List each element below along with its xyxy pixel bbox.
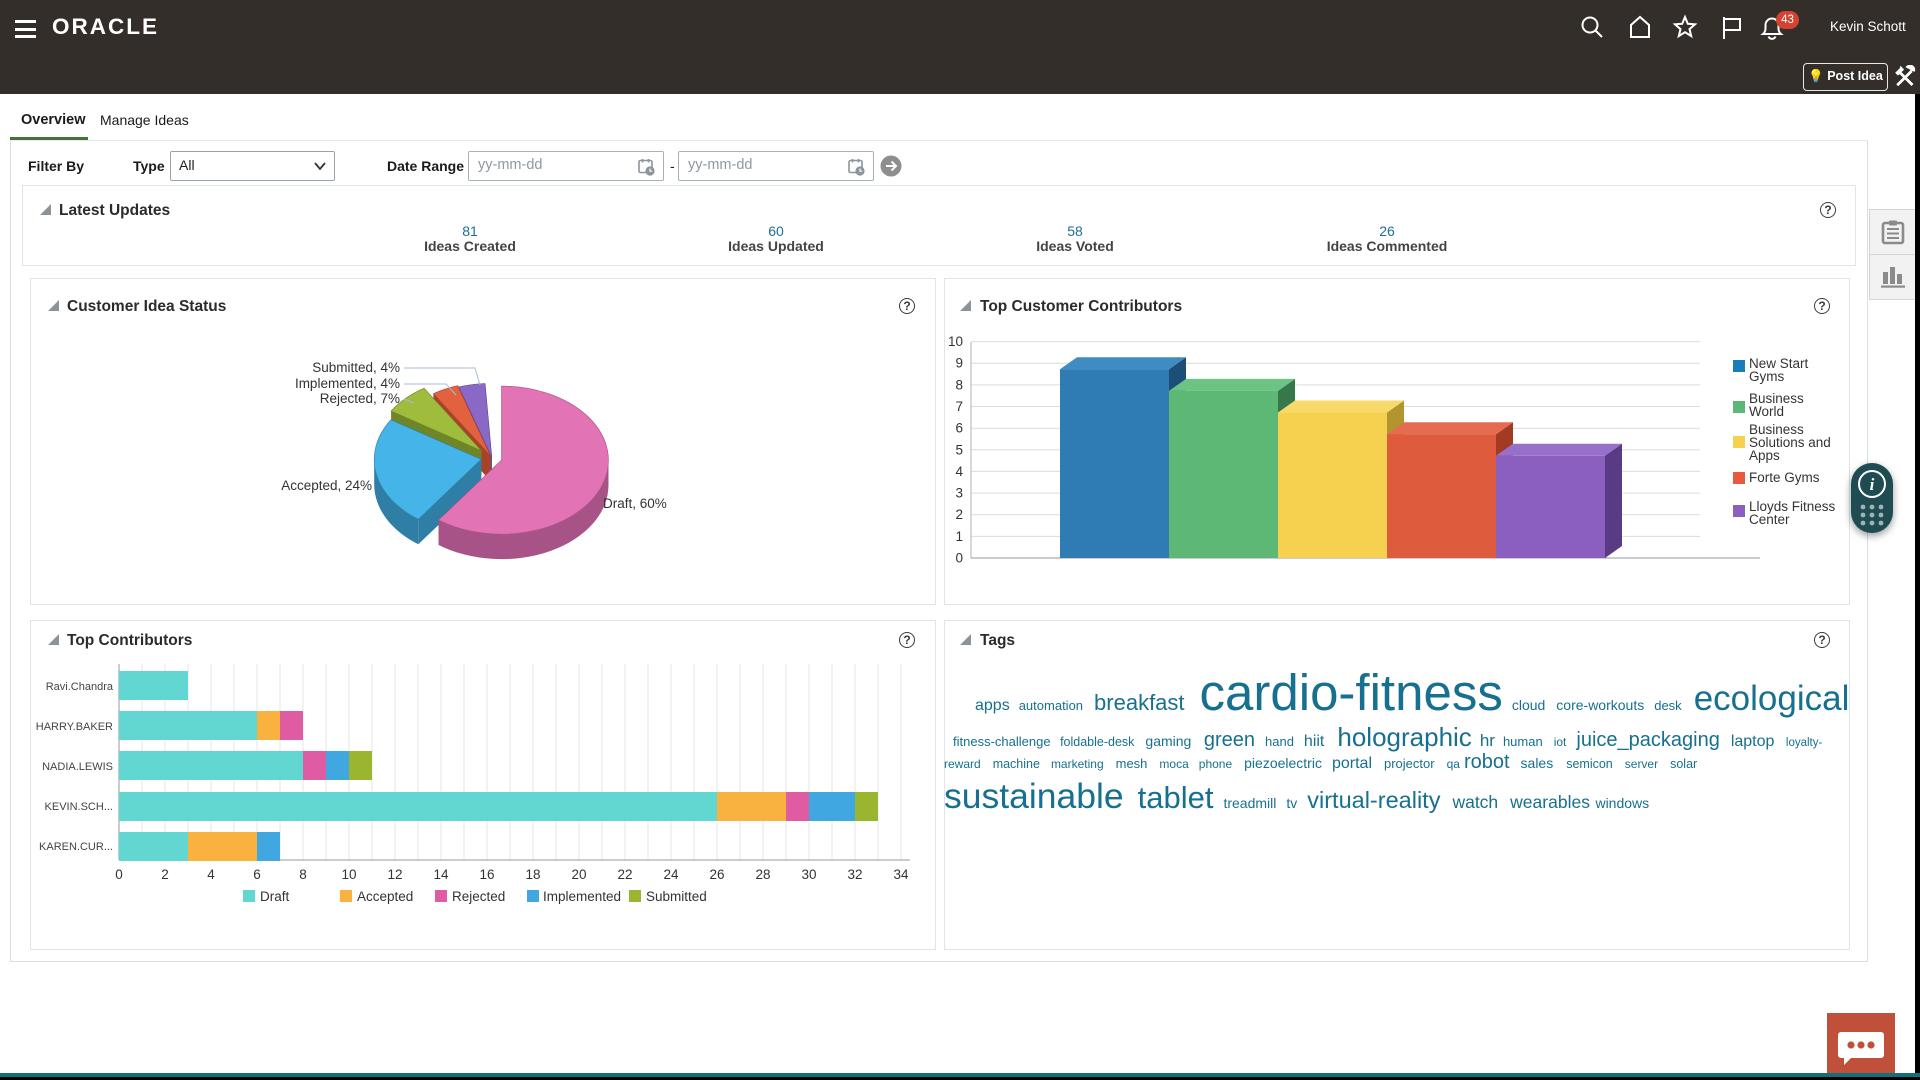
svg-text:1: 1 — [955, 529, 963, 544]
svg-text:i: i — [1870, 475, 1875, 494]
svg-text:Business: Business — [1749, 422, 1804, 437]
svg-text:7: 7 — [955, 399, 963, 414]
svg-text:9: 9 — [955, 356, 963, 371]
svg-text:Gyms: Gyms — [1749, 369, 1784, 384]
svg-text:Center: Center — [1749, 512, 1790, 527]
svg-text:6: 6 — [253, 867, 261, 882]
svg-text:Lloyds Fitness: Lloyds Fitness — [1749, 499, 1836, 514]
svg-text:32: 32 — [847, 867, 862, 882]
svg-text:10: 10 — [948, 334, 963, 349]
svg-text:6: 6 — [955, 421, 963, 436]
svg-text:16: 16 — [479, 867, 494, 882]
svg-text:3: 3 — [955, 486, 963, 501]
svg-text:12: 12 — [387, 867, 402, 882]
svg-text:Rejected, 7%: Rejected, 7% — [320, 391, 400, 406]
svg-text:20: 20 — [571, 867, 586, 882]
svg-text:8: 8 — [955, 377, 963, 392]
svg-text:Rejected: Rejected — [452, 889, 505, 904]
svg-text:0: 0 — [115, 867, 123, 882]
svg-text:HARRY.BAKER: HARRY.BAKER — [36, 721, 113, 733]
svg-text:28: 28 — [755, 867, 770, 882]
svg-text:26: 26 — [709, 867, 724, 882]
svg-text:30: 30 — [801, 867, 816, 882]
svg-text:NADIA.LEWIS: NADIA.LEWIS — [42, 761, 113, 773]
svg-text:KEVIN.SCH...: KEVIN.SCH... — [45, 801, 113, 813]
svg-text:Solutions and: Solutions and — [1749, 435, 1831, 450]
svg-text:Submitted, 4%: Submitted, 4% — [312, 360, 400, 375]
svg-text:New Start: New Start — [1749, 356, 1809, 371]
svg-text:Submitted: Submitted — [646, 889, 707, 904]
svg-text:4: 4 — [955, 464, 963, 479]
svg-text:Accepted, 24%: Accepted, 24% — [281, 478, 372, 493]
svg-text:World: World — [1749, 404, 1784, 419]
svg-text:34: 34 — [893, 867, 909, 882]
svg-text:5: 5 — [955, 442, 963, 457]
svg-text:8: 8 — [299, 867, 307, 882]
svg-text:10: 10 — [341, 867, 356, 882]
svg-text:2: 2 — [161, 867, 169, 882]
svg-text:2: 2 — [955, 507, 963, 522]
svg-text:18: 18 — [525, 867, 540, 882]
svg-text:Implemented: Implemented — [543, 889, 621, 904]
svg-text:22: 22 — [617, 867, 632, 882]
svg-text:Draft, 60%: Draft, 60% — [603, 496, 667, 511]
svg-text:Ravi.Chandra: Ravi.Chandra — [46, 681, 114, 693]
svg-text:Draft: Draft — [260, 889, 290, 904]
svg-text:Business: Business — [1749, 391, 1804, 406]
svg-text:Accepted: Accepted — [357, 889, 413, 904]
svg-text:24: 24 — [663, 867, 679, 882]
svg-text:Forte Gyms: Forte Gyms — [1749, 470, 1820, 485]
svg-text:14: 14 — [433, 867, 449, 882]
svg-text:Implemented, 4%: Implemented, 4% — [295, 376, 400, 391]
svg-text:0: 0 — [955, 551, 963, 566]
svg-text:KAREN.CUR...: KAREN.CUR... — [39, 841, 113, 853]
svg-text:Apps: Apps — [1749, 448, 1780, 463]
svg-text:4: 4 — [207, 867, 215, 882]
